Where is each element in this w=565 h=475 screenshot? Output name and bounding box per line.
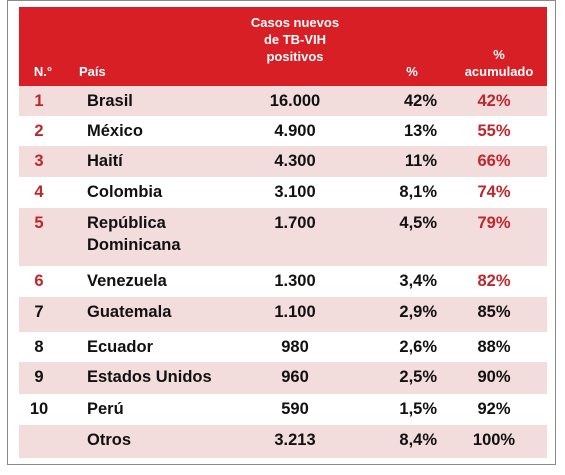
table-row: 4 Colombia 3.100 8,1% 74% bbox=[19, 177, 547, 208]
cell-no: 2 bbox=[34, 122, 44, 140]
table-row: 10 Perú 590 1,5% 92% bbox=[19, 394, 547, 425]
cell-pct: 2,5% bbox=[399, 368, 437, 386]
table-header: N.° País Casos nuevos de TB-VIH positivo… bbox=[19, 7, 547, 86]
header-acum-line-1: % bbox=[493, 47, 505, 62]
table-row: 1 Brasil 16.000 42% 42% bbox=[19, 86, 547, 116]
cell-no: 8 bbox=[34, 338, 44, 356]
cell-acum: 79% bbox=[477, 214, 511, 232]
cell-acum: 55% bbox=[477, 122, 511, 140]
cell-no: 7 bbox=[34, 303, 44, 321]
cell-casos: 1.300 bbox=[274, 272, 316, 290]
cell-no: 4 bbox=[34, 183, 44, 201]
table-row: 2 México 4.900 13% 55% bbox=[19, 116, 547, 146]
cell-pais: Venezuela bbox=[87, 270, 167, 292]
header-casos-line-2: de TB-VIH bbox=[263, 32, 327, 47]
cell-casos: 1.700 bbox=[274, 214, 316, 232]
cell-pais: Perú bbox=[87, 398, 124, 420]
cell-acum: 66% bbox=[477, 152, 511, 170]
cell-pais-line: Estados Unidos bbox=[87, 368, 212, 386]
cell-pct: 2,6% bbox=[399, 338, 437, 356]
cell-acum: 90% bbox=[477, 368, 511, 386]
cell-acum: 100% bbox=[472, 431, 516, 449]
cell-pct: 11% bbox=[404, 152, 437, 170]
cell-pct: 13% bbox=[403, 122, 437, 140]
cell-casos: 960 bbox=[281, 368, 309, 386]
table-row: 5 República Dominicana 1.700 4,5% 79% bbox=[19, 208, 547, 266]
cell-casos: 16.000 bbox=[269, 92, 321, 110]
header-no: N.° bbox=[33, 64, 53, 79]
cell-casos: 3.213 bbox=[274, 431, 316, 449]
cell-no: 10 bbox=[29, 400, 49, 418]
cell-no: 3 bbox=[34, 152, 44, 170]
cell-acum: 42% bbox=[477, 92, 511, 110]
cell-pct: 1,5% bbox=[399, 400, 437, 418]
cell-pct: 4,5% bbox=[399, 214, 437, 232]
cell-acum: 92% bbox=[477, 400, 511, 418]
cell-casos: 980 bbox=[281, 338, 309, 356]
cell-pais: Brasil bbox=[87, 90, 133, 112]
cell-casos: 4.900 bbox=[274, 122, 316, 140]
cell-pais-line: República bbox=[87, 214, 166, 232]
header-casos-line-1: Casos nuevos bbox=[250, 15, 340, 30]
cell-pais-line: Guatemala bbox=[87, 303, 172, 321]
cell-pais: Haití bbox=[87, 150, 123, 172]
header-casos-line-3: positivos bbox=[266, 49, 324, 64]
cell-no: 9 bbox=[34, 368, 44, 386]
cell-casos: 1.100 bbox=[274, 303, 316, 321]
cell-acum: 85% bbox=[477, 303, 511, 321]
cell-acum: 74% bbox=[477, 183, 511, 201]
cell-pais-line: Haití bbox=[87, 152, 123, 170]
header-acum-line-2: acumulado bbox=[464, 64, 534, 79]
cell-casos: 3.100 bbox=[274, 183, 316, 201]
cell-pais-line: Dominicana bbox=[87, 236, 181, 254]
cell-pais-line: Perú bbox=[87, 400, 124, 418]
cell-no: 5 bbox=[34, 214, 44, 232]
table-row: 8 Ecuador 980 2,6% 88% bbox=[19, 332, 547, 362]
cell-pais-line: México bbox=[87, 122, 143, 140]
table-row: 6 Venezuela 1.300 3,4% 82% bbox=[19, 266, 547, 297]
header-pct: % bbox=[406, 64, 418, 79]
cell-acum: 88% bbox=[477, 338, 511, 356]
table-row: 7 Guatemala 1.100 2,9% 85% bbox=[19, 297, 547, 332]
cell-pais-line: Ecuador bbox=[87, 338, 154, 356]
cell-pais-line: Otros bbox=[87, 431, 132, 449]
cell-pct: 42% bbox=[403, 92, 437, 110]
cell-pais: Otros bbox=[87, 429, 131, 451]
cell-pais: México bbox=[87, 120, 143, 142]
cell-pais-line: Venezuela bbox=[87, 272, 167, 290]
cell-acum: 82% bbox=[477, 272, 511, 290]
cell-pais: Colombia bbox=[87, 181, 162, 203]
cell-pct: 8,1% bbox=[399, 183, 437, 201]
header-pais: País bbox=[79, 64, 106, 79]
cell-pais: Estados Unidos bbox=[87, 366, 212, 388]
cell-pais-line: Colombia bbox=[87, 183, 163, 201]
cell-pais: República Dominicana bbox=[87, 212, 181, 256]
cell-pct: 8,4% bbox=[399, 431, 437, 449]
table-row: 3 Haití 4.300 11% 66% bbox=[19, 146, 547, 177]
table-row: 9 Estados Unidos 960 2,5% 90% bbox=[19, 362, 547, 394]
cell-pais-line: Brasil bbox=[87, 92, 133, 110]
cell-no: 6 bbox=[34, 272, 44, 290]
cell-pais: Guatemala bbox=[87, 301, 171, 323]
table-row: Otros 3.213 8,4% 100% bbox=[19, 425, 547, 458]
header-acum: % acumulado bbox=[459, 46, 539, 80]
cell-pais: Ecuador bbox=[87, 336, 153, 358]
cell-pct: 3,4% bbox=[399, 272, 437, 290]
header-casos: Casos nuevos de TB-VIH positivos bbox=[234, 14, 356, 65]
cell-casos: 4.300 bbox=[274, 152, 316, 170]
cell-pct: 2,9% bbox=[399, 303, 437, 321]
cell-casos: 590 bbox=[281, 400, 309, 418]
cell-no: 1 bbox=[34, 92, 44, 110]
